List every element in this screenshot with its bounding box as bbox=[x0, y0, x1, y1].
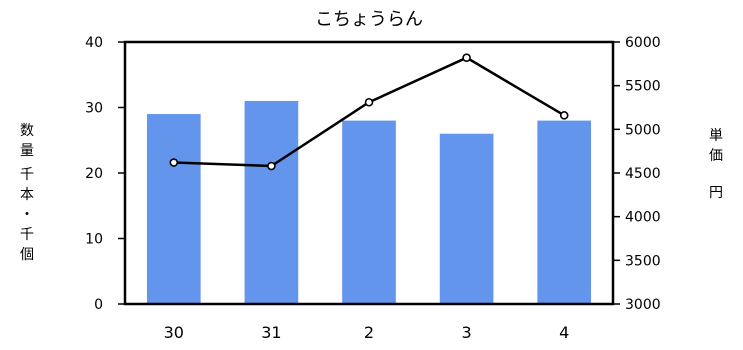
left-tick-label: 30 bbox=[85, 101, 103, 117]
x-tick-label: 2 bbox=[364, 323, 374, 342]
left-tick-label: 0 bbox=[94, 297, 103, 313]
right-tick-label: 4000 bbox=[625, 210, 661, 226]
x-tick-label: 4 bbox=[559, 323, 569, 342]
line-point bbox=[267, 161, 276, 171]
x-tick-label: 30 bbox=[164, 323, 184, 342]
right-tick-label: 4500 bbox=[625, 166, 661, 182]
line-point bbox=[462, 53, 471, 63]
axis-label-line: 単価 bbox=[709, 128, 723, 164]
x-tick-label: 31 bbox=[261, 323, 281, 342]
bar-series bbox=[146, 100, 592, 304]
axis-label-line: 千本・千個 bbox=[20, 167, 34, 263]
bar bbox=[537, 120, 592, 304]
right-tick-label: 3000 bbox=[625, 297, 661, 313]
x-tick-label: 3 bbox=[462, 323, 472, 342]
right-tick-label: 3500 bbox=[625, 253, 661, 269]
left-tick-label: 20 bbox=[85, 166, 103, 182]
right-tick-label: 6000 bbox=[625, 35, 661, 51]
bar bbox=[342, 120, 396, 304]
x-axis-ticks: 30 31 2 3 4 bbox=[164, 323, 570, 342]
right-axis-ticks: 6000 5500 5000 4500 4000 3500 3000 bbox=[613, 35, 661, 313]
right-tick-label: 5000 bbox=[625, 122, 661, 138]
left-tick-label: 40 bbox=[85, 35, 103, 51]
axis-label-line: 円 bbox=[709, 185, 723, 201]
left-tick-label: 10 bbox=[85, 232, 103, 248]
price-line-series bbox=[169, 53, 569, 171]
right-tick-label: 5500 bbox=[625, 79, 661, 95]
bar bbox=[244, 100, 299, 304]
line-point bbox=[169, 158, 179, 167]
line-point bbox=[559, 111, 569, 120]
axis-label-line: 数量 bbox=[20, 123, 34, 159]
left-axis-ticks: 40 30 20 10 0 bbox=[85, 35, 125, 313]
line-point bbox=[364, 97, 374, 107]
right-axis-label: 単価円 bbox=[709, 128, 723, 201]
chart-title: こちょうらん bbox=[315, 9, 423, 30]
bar bbox=[439, 133, 494, 304]
bar bbox=[146, 114, 201, 304]
